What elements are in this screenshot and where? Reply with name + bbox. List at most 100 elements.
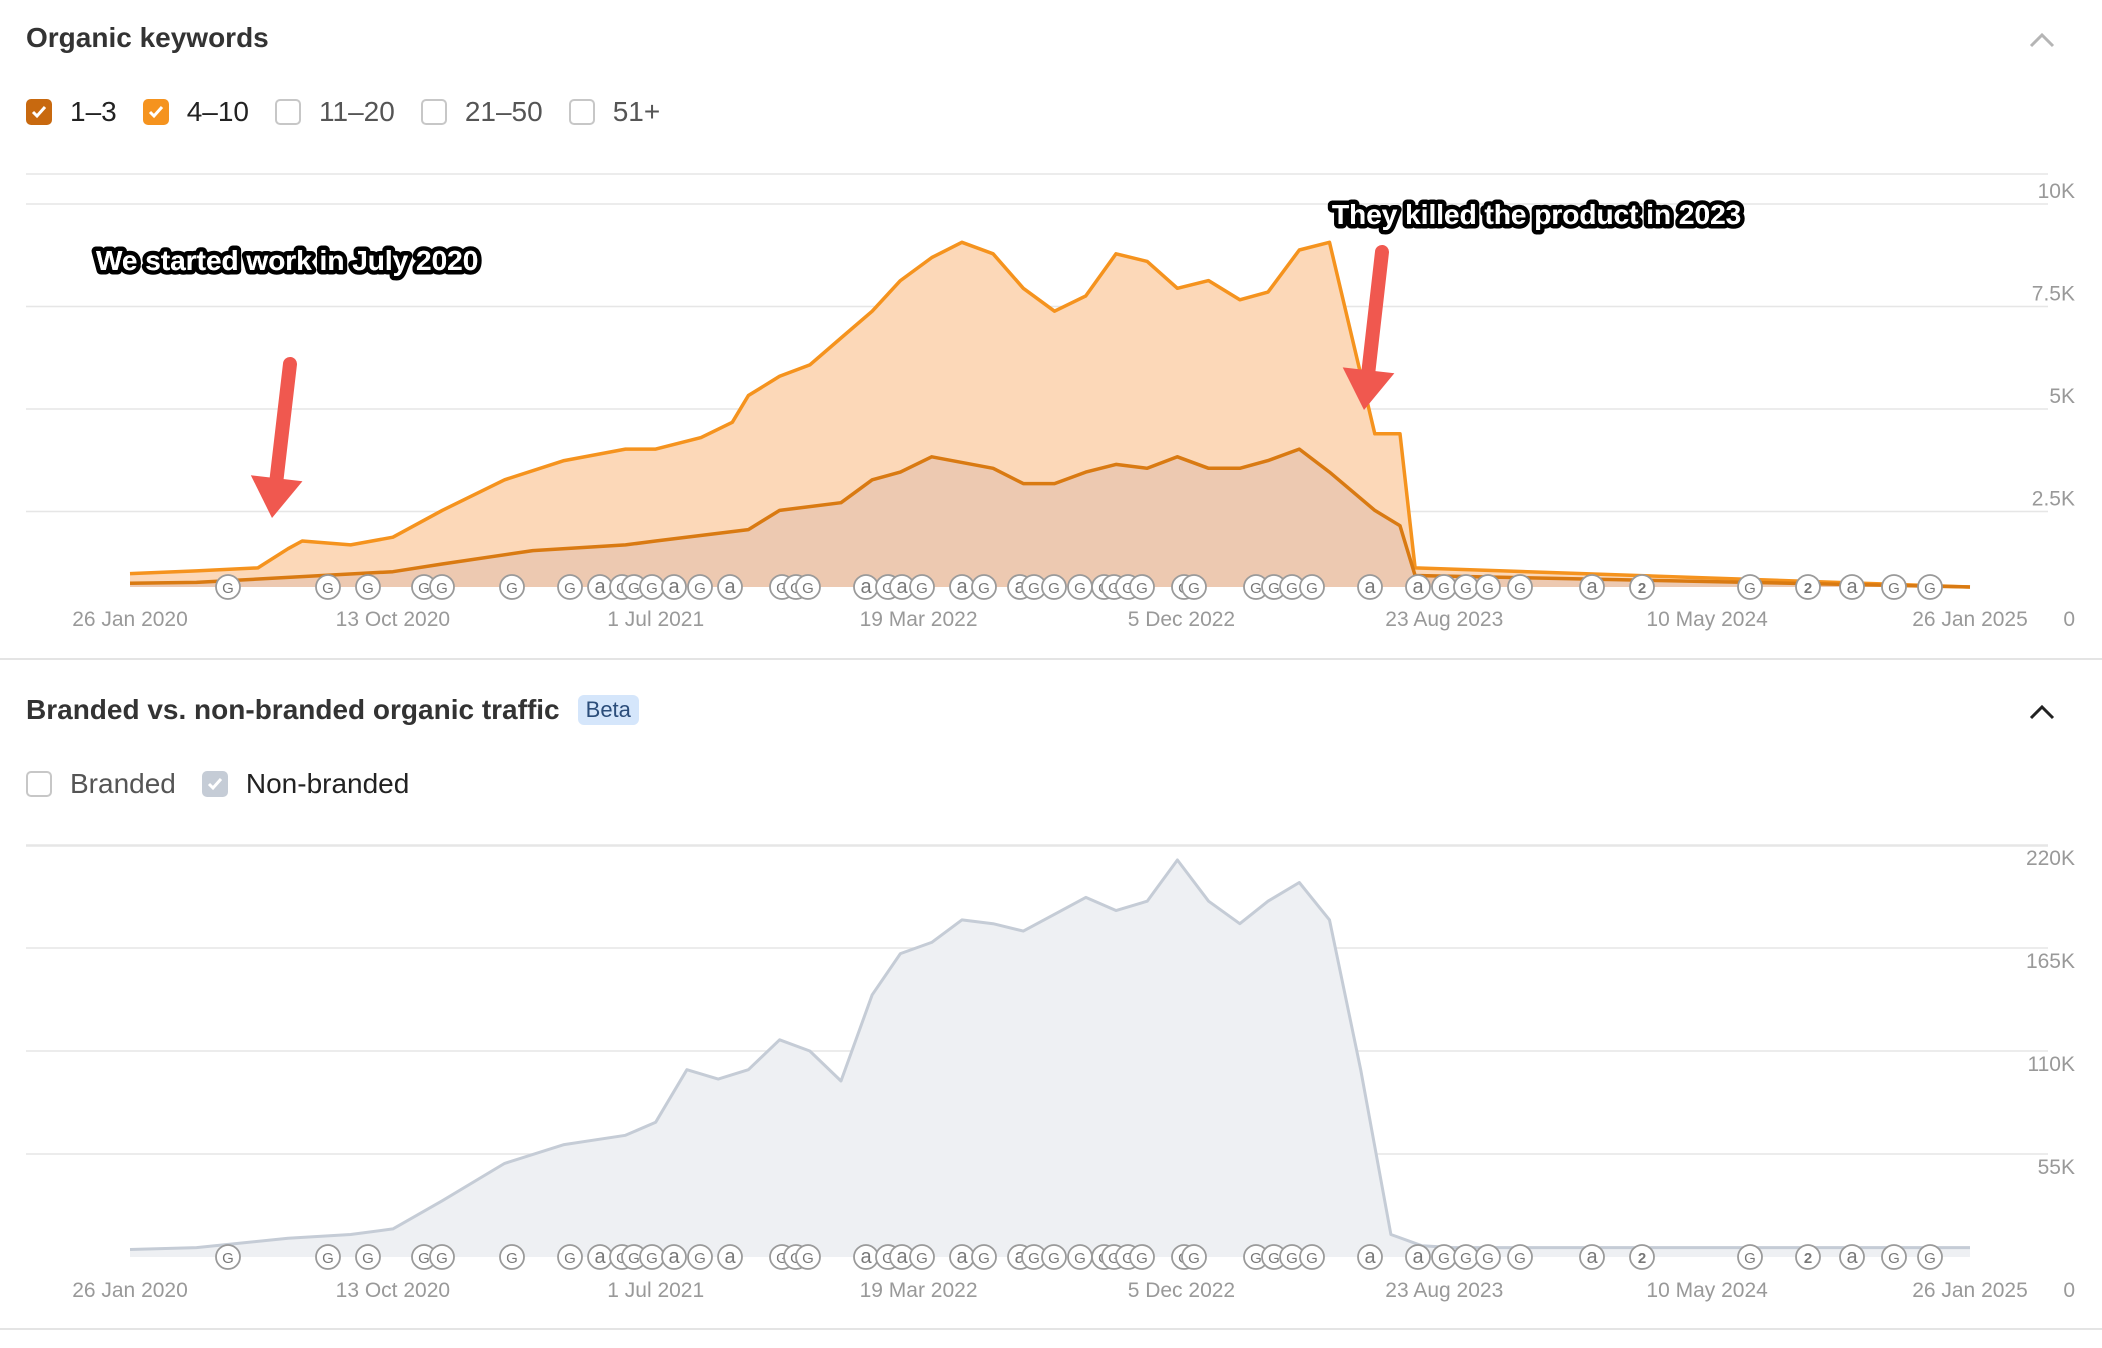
ahrefs-update-icon[interactable]: a	[1579, 574, 1605, 600]
svg-text:G: G	[882, 1250, 894, 1267]
google-update-icon[interactable]: G	[1067, 1244, 1093, 1270]
google-update-icon[interactable]: G	[795, 574, 821, 600]
google-update-icon[interactable]: G	[557, 1244, 583, 1270]
filter-51-[interactable]: 51+	[568, 96, 660, 128]
svg-text:G: G	[694, 1250, 706, 1267]
google-update-icon[interactable]: G	[1431, 1244, 1457, 1270]
google-update-icon[interactable]: G	[971, 1244, 997, 1270]
ahrefs-update-icon[interactable]: a	[661, 1244, 687, 1270]
collapse-traffic-button[interactable]	[2022, 692, 2062, 732]
google-update-icon[interactable]: G	[1453, 1244, 1479, 1270]
google-update-icon[interactable]: G	[909, 574, 935, 600]
ahrefs-update-icon[interactable]: a	[1579, 1244, 1605, 1270]
ahrefs-update-icon[interactable]: a	[717, 574, 743, 600]
google-update-icon[interactable]: G	[1021, 574, 1047, 600]
google-update-icon[interactable]: G	[499, 574, 525, 600]
google-update-icon[interactable]: G	[1129, 1244, 1155, 1270]
filter-4-10[interactable]: 4–10	[142, 96, 249, 128]
google-update-icon[interactable]: G	[429, 1244, 455, 1270]
google-update-icon[interactable]: G	[639, 574, 665, 600]
x-tick-label: 1 Jul 2021	[607, 608, 704, 631]
svg-text:G: G	[1108, 580, 1120, 597]
google-update-icon[interactable]: G	[639, 1244, 665, 1270]
checkbox-unchecked-icon[interactable]	[420, 99, 447, 125]
x-tick-label: 26 Jan 2025	[1912, 1279, 2028, 1302]
google-update-icon[interactable]: G	[1917, 1244, 1943, 1270]
count-marker-icon[interactable]: 2	[1795, 1244, 1821, 1270]
svg-text:G: G	[1888, 580, 1900, 597]
checkbox-checked-icon[interactable]	[26, 99, 52, 125]
ahrefs-update-icon[interactable]: a	[949, 1244, 975, 1270]
google-update-icon[interactable]: G	[315, 574, 341, 600]
filter-11-20[interactable]: 11–20	[275, 96, 395, 128]
google-update-icon[interactable]: G	[1507, 1244, 1533, 1270]
collapse-keywords-button[interactable]	[2022, 20, 2062, 60]
google-update-icon[interactable]: G	[971, 574, 997, 600]
google-update-icon[interactable]: G	[1737, 574, 1763, 600]
y-tick-label: 5K	[2049, 385, 2075, 408]
svg-text:a: a	[1846, 576, 1858, 598]
google-update-icon[interactable]: G	[1181, 1244, 1207, 1270]
filter-1-3[interactable]: 1–3	[26, 96, 117, 128]
google-update-icon[interactable]: G	[1881, 1244, 1907, 1270]
google-update-icon[interactable]: G	[1737, 1244, 1763, 1270]
ahrefs-update-icon[interactable]: a	[661, 574, 687, 600]
svg-text:G: G	[1744, 1250, 1756, 1267]
google-update-icon[interactable]: G	[687, 1244, 713, 1270]
google-update-icon[interactable]: G	[429, 574, 455, 600]
google-update-icon[interactable]: G	[1299, 1244, 1325, 1270]
ahrefs-update-icon[interactable]: a	[1839, 574, 1865, 600]
google-update-icon[interactable]: G	[499, 1244, 525, 1270]
google-update-icon[interactable]: G	[1067, 574, 1093, 600]
google-update-icon[interactable]: G	[1181, 574, 1207, 600]
google-update-icon[interactable]: G	[1129, 574, 1155, 600]
series-line-4-10	[129, 240, 1971, 589]
checkbox-unchecked-icon[interactable]	[26, 771, 52, 797]
checkbox-checked-icon[interactable]	[142, 99, 169, 125]
checkbox-unchecked-icon[interactable]	[568, 99, 595, 125]
google-update-icon[interactable]: G	[1453, 574, 1479, 600]
svg-text:G: G	[1286, 1250, 1298, 1267]
ahrefs-update-icon[interactable]: a	[949, 574, 975, 600]
google-update-icon[interactable]: G	[1041, 1244, 1067, 1270]
ahrefs-update-icon[interactable]: a	[1405, 574, 1431, 600]
google-update-icon[interactable]: G	[1507, 574, 1533, 600]
checkbox-unchecked-icon[interactable]	[275, 99, 302, 125]
google-update-icon[interactable]: G	[1431, 574, 1457, 600]
svg-text:G: G	[322, 1250, 334, 1267]
svg-text:a: a	[860, 1246, 872, 1268]
count-marker-icon[interactable]: 2	[1629, 574, 1655, 600]
google-update-icon[interactable]: G	[1475, 1244, 1501, 1270]
google-update-icon[interactable]: G	[355, 1244, 381, 1270]
filter-21-50[interactable]: 21–50	[420, 96, 543, 128]
google-update-icon[interactable]: G	[1299, 574, 1325, 600]
ahrefs-update-icon[interactable]: a	[1357, 574, 1383, 600]
ahrefs-update-icon[interactable]: a	[853, 1244, 879, 1270]
count-marker-icon[interactable]: 2	[1795, 574, 1821, 600]
checkbox-checked-icon[interactable]	[201, 771, 228, 797]
google-update-icon[interactable]: G	[557, 574, 583, 600]
google-update-icon[interactable]: G	[215, 1244, 241, 1270]
ahrefs-update-icon[interactable]: a	[587, 1244, 613, 1270]
ahrefs-update-icon[interactable]: a	[1405, 1244, 1431, 1270]
google-update-icon[interactable]: G	[909, 1244, 935, 1270]
google-update-icon[interactable]: G	[1881, 574, 1907, 600]
svg-text:G: G	[1028, 1250, 1040, 1267]
ahrefs-update-icon[interactable]: a	[587, 574, 613, 600]
ahrefs-update-icon[interactable]: a	[853, 574, 879, 600]
ahrefs-update-icon[interactable]: a	[1357, 1244, 1383, 1270]
google-update-icon[interactable]: G	[795, 1244, 821, 1270]
ahrefs-update-icon[interactable]: a	[717, 1244, 743, 1270]
google-update-icon[interactable]: G	[1041, 574, 1067, 600]
filter-non-branded[interactable]: Non-branded	[201, 768, 409, 800]
filter-branded[interactable]: Branded	[26, 768, 176, 800]
google-update-icon[interactable]: G	[355, 574, 381, 600]
google-update-icon[interactable]: G	[1475, 574, 1501, 600]
google-update-icon[interactable]: G	[687, 574, 713, 600]
svg-text:2: 2	[1804, 1250, 1812, 1267]
google-update-icon[interactable]: G	[1917, 574, 1943, 600]
google-update-icon[interactable]: G	[315, 1244, 341, 1270]
ahrefs-update-icon[interactable]: a	[1839, 1244, 1865, 1270]
google-update-icon[interactable]: G	[215, 574, 241, 600]
count-marker-icon[interactable]: 2	[1629, 1244, 1655, 1270]
